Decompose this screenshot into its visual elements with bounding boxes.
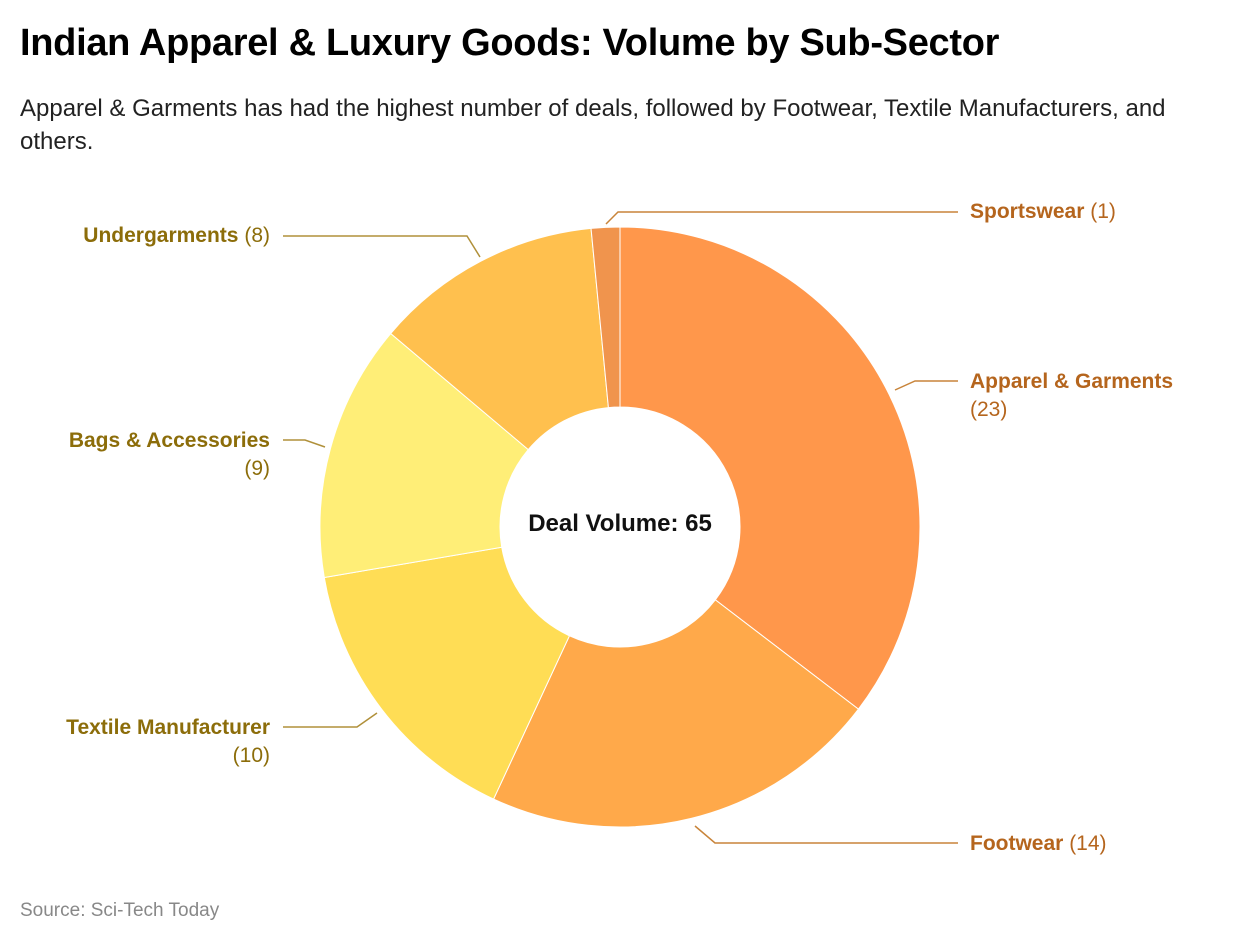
label-value: (1) [1090,200,1116,223]
chart-subtitle: Apparel & Garments has had the highest n… [20,95,1166,155]
leader-line-textile-manufacturer [283,712,378,728]
leader-line-bags-accessories [283,439,326,448]
slice-label-apparel: Apparel & Garments (23) [970,368,1173,424]
label-name: Textile Manufacturer [66,716,270,739]
label-name: Sportswear [970,200,1085,223]
slice-label-bags: Bags & Accessories (9) [0,427,270,483]
slice-footwear [492,599,860,828]
center-label: Deal Volume: 65 [528,510,712,537]
label-name: Apparel & Garments [970,370,1174,393]
slice-label-undergarments: Undergarments (8) [0,222,270,250]
label-value: (9) [244,457,270,480]
label-value: (14) [1069,832,1107,855]
chart-title: Indian Apparel & Luxury Goods: Volume by… [20,22,1000,64]
slice-apparel-garments [619,226,921,710]
label-name: Undergarments [83,224,239,247]
label-name: Footwear [970,832,1064,855]
leader-line-sportswear [605,211,958,225]
leader-line-apparel-garments [894,380,958,391]
slice-label-footwear: Footwear (14) [970,830,1107,858]
label-value: (10) [232,744,270,767]
slice-label-textile: Textile Manufacturer (10) [0,714,270,770]
slice-bags-accessories [319,332,529,579]
slice-textile-manufacturer [323,546,571,800]
label-value: (23) [970,398,1008,421]
leader-line-footwear [694,825,958,844]
source-note: Source: Sci-Tech Today [20,900,220,921]
slice-sportswear [590,226,621,409]
label-value: (8) [244,224,270,247]
label-name: Bags & Accessories [68,429,270,452]
slice-label-sportswear: Sportswear (1) [970,198,1116,226]
leader-line-undergarments [283,235,481,258]
slice-undergarments [390,227,609,451]
